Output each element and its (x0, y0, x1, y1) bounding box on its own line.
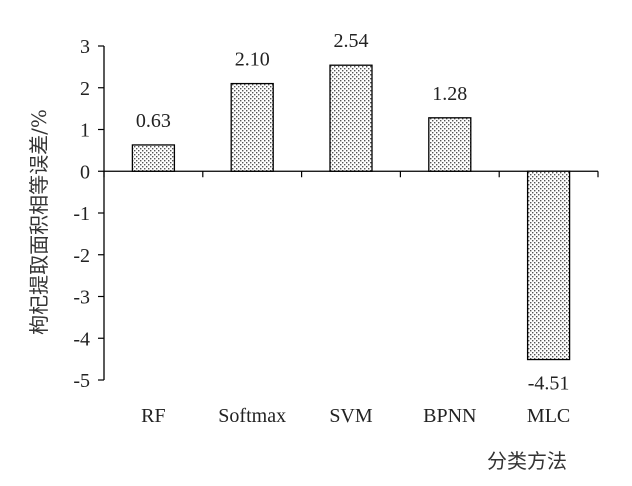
x-axis-title: 分类方法 (487, 449, 567, 473)
bar-svm (329, 64, 373, 172)
category-label: BPNN (423, 405, 476, 427)
y-tick-label: 2 (80, 78, 90, 100)
y-tick-label: 0 (80, 161, 90, 183)
data-label: 2.54 (334, 30, 369, 52)
y-tick-label: -4 (73, 328, 90, 350)
category-label: Softmax (218, 405, 286, 427)
y-tick-label: -3 (73, 287, 90, 309)
data-label: 2.10 (235, 49, 270, 71)
category-label: MLC (527, 405, 570, 427)
bars (131, 64, 571, 361)
bar-rf (131, 144, 176, 172)
category-label: RF (141, 405, 165, 427)
y-tick-label: -1 (73, 203, 90, 225)
y-tick-label: 1 (80, 120, 90, 142)
category-label: SVM (329, 405, 373, 427)
axes: 3 2 1 0 -1 -2 -3 -4 -5 (73, 36, 599, 392)
data-label: -4.51 (528, 373, 570, 395)
bar-mlc (526, 170, 571, 361)
bar-bpnn (428, 117, 472, 172)
data-label: 0.63 (136, 110, 171, 132)
data-label: 1.28 (432, 83, 467, 105)
y-tick-label: -5 (73, 370, 90, 392)
y-axis-title: 枸杞提取面积相等误差/% (27, 109, 51, 335)
bar-softmax (230, 82, 274, 172)
y-tick-label: -2 (73, 245, 90, 267)
y-tick-label: 3 (80, 36, 90, 58)
labels: 0.63 RF 2.10 Softmax 2.54 SVM 1.28 BPNN -4.51 MLC (136, 30, 570, 427)
